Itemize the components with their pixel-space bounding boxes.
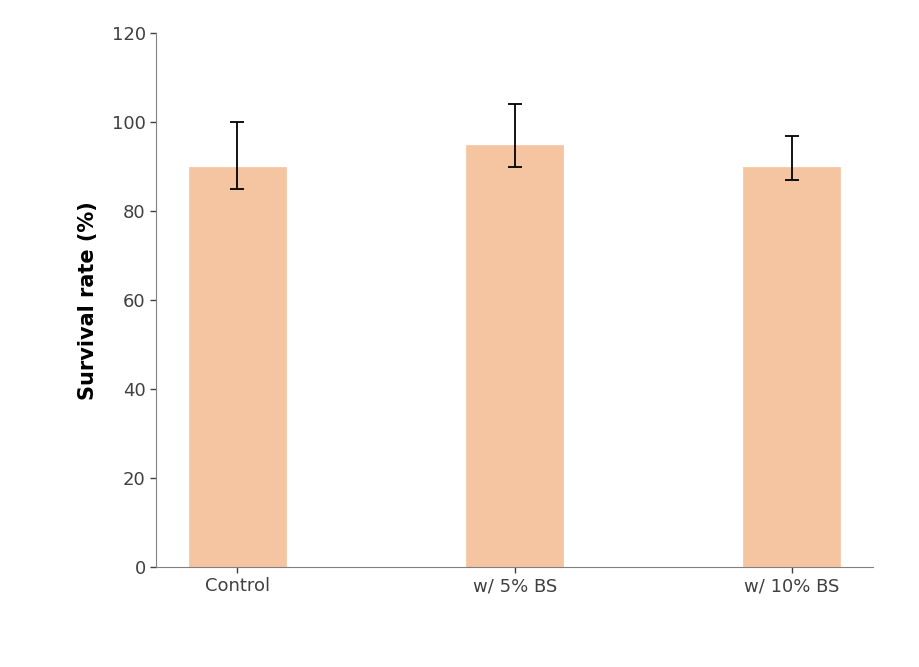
Y-axis label: Survival rate (%): Survival rate (%) (78, 201, 97, 400)
Bar (743, 167, 841, 567)
Bar (188, 167, 286, 567)
Bar (466, 145, 563, 567)
